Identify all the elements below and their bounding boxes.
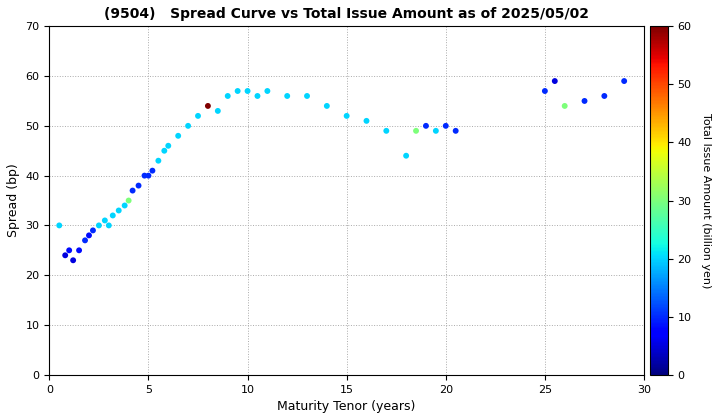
Point xyxy=(143,172,154,179)
Point xyxy=(60,252,71,259)
Point xyxy=(172,132,184,139)
Point xyxy=(147,167,158,174)
X-axis label: Maturity Tenor (years): Maturity Tenor (years) xyxy=(277,400,416,413)
Point xyxy=(163,142,174,149)
Y-axis label: Spread (bp): Spread (bp) xyxy=(7,164,20,237)
Point xyxy=(123,197,135,204)
Point xyxy=(282,93,293,100)
Point xyxy=(301,93,312,100)
Point xyxy=(430,127,441,134)
Point xyxy=(361,118,372,124)
Point xyxy=(598,93,610,100)
Point xyxy=(107,212,119,219)
Point xyxy=(99,217,111,224)
Point xyxy=(119,202,130,209)
Point xyxy=(139,172,150,179)
Point xyxy=(87,227,99,234)
Point xyxy=(153,158,164,164)
Point xyxy=(132,182,144,189)
Point xyxy=(549,78,561,84)
Point xyxy=(63,247,75,254)
Point xyxy=(242,88,253,94)
Point xyxy=(261,88,273,94)
Point xyxy=(232,88,243,94)
Point xyxy=(202,102,214,109)
Point xyxy=(539,88,551,94)
Point xyxy=(53,222,65,229)
Point xyxy=(93,222,104,229)
Point xyxy=(158,147,170,154)
Point xyxy=(79,237,91,244)
Point xyxy=(103,222,114,229)
Point xyxy=(252,93,264,100)
Point xyxy=(618,78,630,84)
Point xyxy=(212,108,224,114)
Point xyxy=(440,123,451,129)
Point xyxy=(182,123,194,129)
Point xyxy=(420,123,432,129)
Point xyxy=(400,152,412,159)
Point xyxy=(113,207,125,214)
Title: (9504)   Spread Curve vs Total Issue Amount as of 2025/05/02: (9504) Spread Curve vs Total Issue Amoun… xyxy=(104,7,589,21)
Point xyxy=(127,187,138,194)
Point xyxy=(73,247,85,254)
Point xyxy=(579,97,590,104)
Point xyxy=(192,113,204,119)
Point xyxy=(450,127,462,134)
Point xyxy=(84,232,95,239)
Point xyxy=(381,127,392,134)
Y-axis label: Total Issue Amount (billion yen): Total Issue Amount (billion yen) xyxy=(701,113,711,288)
Point xyxy=(321,102,333,109)
Point xyxy=(68,257,79,264)
Point xyxy=(341,113,352,119)
Point xyxy=(222,93,233,100)
Point xyxy=(559,102,570,109)
Point xyxy=(410,127,422,134)
